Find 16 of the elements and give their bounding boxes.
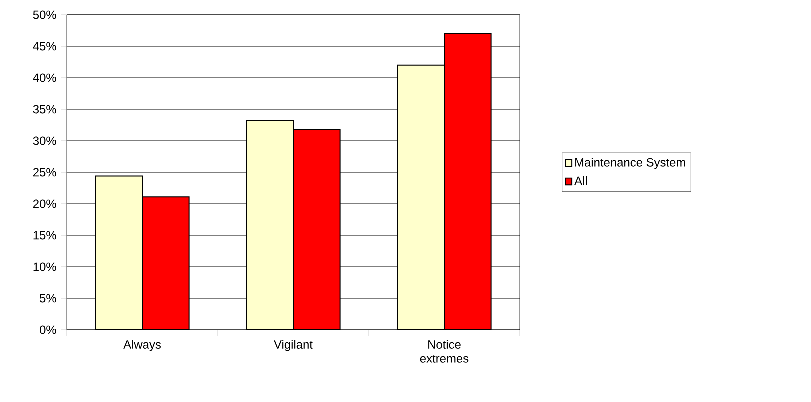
x-tick-label: Always — [124, 340, 161, 352]
y-tick-label: 15% — [34, 231, 56, 240]
y-tick-label: 30% — [33, 136, 56, 146]
legend-label: Maintenance System — [576, 158, 686, 170]
y-tick-label: 20% — [33, 200, 56, 208]
y-tick-label: 50% — [33, 10, 56, 20]
x-tick-label: Notice extremes — [420, 340, 469, 363]
y-tick-label: 5% — [40, 294, 56, 303]
y-tick-label: 0% — [40, 326, 56, 334]
y-tick-label: 40% — [33, 74, 56, 82]
y-tick-label: 45% — [33, 42, 56, 51]
legend-label: All — [574, 176, 588, 186]
y-tick-label: 35% — [33, 105, 56, 114]
x-tick-label: Vigilant — [274, 340, 313, 352]
y-tick-label: 25% — [33, 168, 56, 177]
y-tick-label: 10% — [34, 262, 56, 272]
